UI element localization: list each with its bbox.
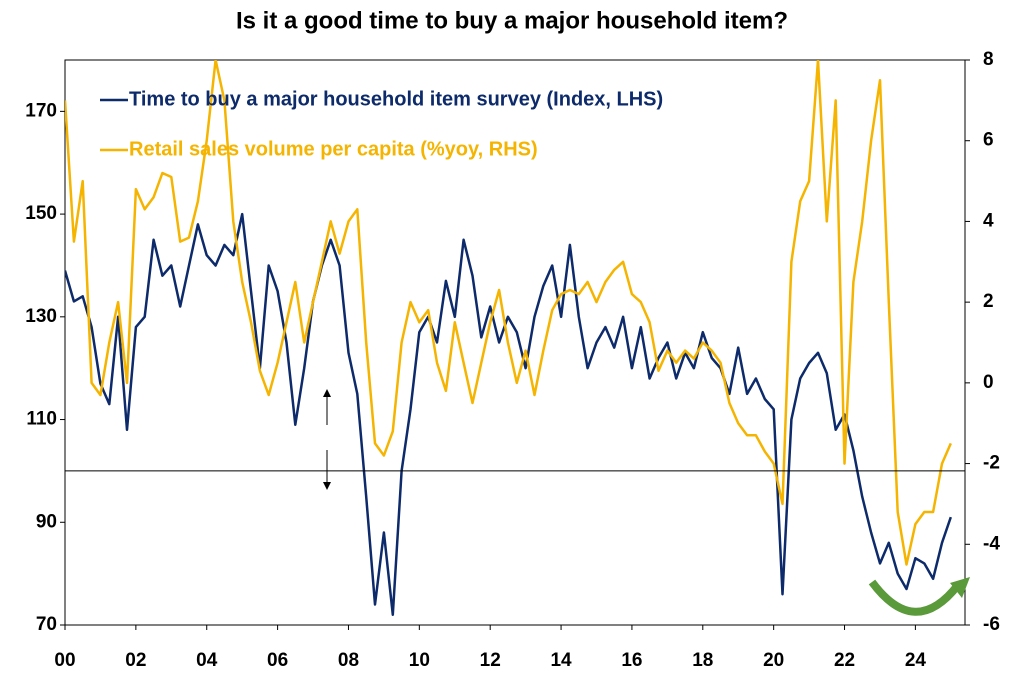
x-tick-label: 14 <box>550 650 572 671</box>
x-tick-label: 22 <box>834 650 855 671</box>
y-tick-label: 130 <box>25 306 57 327</box>
y2-tick-label: 4 <box>983 210 994 231</box>
x-tick-label: 12 <box>480 650 501 671</box>
x-tick-label: 00 <box>54 650 75 671</box>
y-tick-label: 110 <box>26 409 57 430</box>
y2-tick-label: 0 <box>983 372 994 393</box>
y-tick-label: 90 <box>36 511 57 532</box>
legend-label: Time to buy a major household item surve… <box>129 88 663 110</box>
series-line <box>65 60 952 566</box>
x-tick-label: 08 <box>338 650 359 671</box>
x-tick-label: 18 <box>692 650 713 671</box>
y2-tick-label: -4 <box>983 533 1000 554</box>
recovery-arrowhead <box>950 577 970 598</box>
x-tick-label: 02 <box>125 650 146 671</box>
x-tick-label: 06 <box>267 650 288 671</box>
y2-tick-label: 8 <box>983 49 994 70</box>
x-tick-label: 10 <box>409 650 430 671</box>
y-tick-label: 170 <box>25 100 57 121</box>
y-tick-label: 70 <box>36 614 57 635</box>
chart-title: Is it a good time to buy a major househo… <box>236 7 788 34</box>
legend-label: Retail sales volume per capita (%yoy, RH… <box>129 138 538 160</box>
y-tick-label: 150 <box>25 203 57 224</box>
y2-tick-label: 6 <box>983 130 994 151</box>
plot-frame <box>64 59 966 626</box>
series-line <box>65 212 952 616</box>
x-tick-label: 16 <box>621 650 642 671</box>
x-tick-label: 04 <box>196 650 218 671</box>
lines <box>65 60 952 616</box>
recovery-arc <box>868 579 962 616</box>
y2-tick-label: -6 <box>983 614 1000 635</box>
x-tick-label: 24 <box>905 650 927 671</box>
x-tick-label: 20 <box>763 650 784 671</box>
y2-tick-label: 2 <box>983 291 994 312</box>
y2-tick-label: -2 <box>983 453 1000 474</box>
